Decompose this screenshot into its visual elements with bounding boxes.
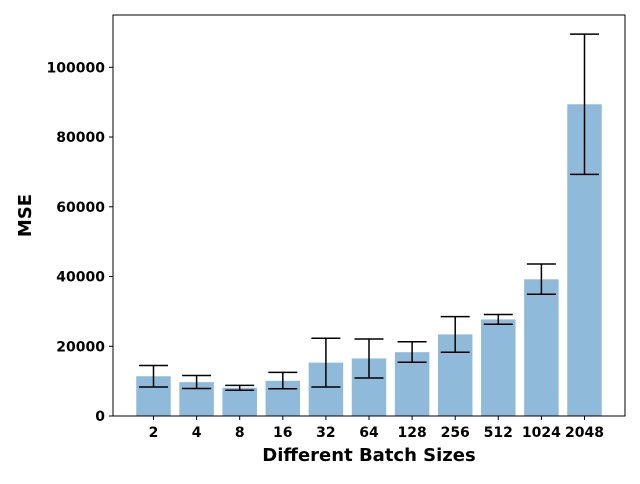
x-tick-label: 256: [441, 425, 470, 441]
x-tick-label: 16: [273, 425, 292, 441]
x-tick-label: 2048: [565, 425, 604, 441]
y-tick-label: 0: [95, 409, 105, 425]
bar-8: [222, 387, 257, 416]
error-bar-2048: [570, 33, 599, 176]
y-tick-label: 40000: [56, 270, 105, 286]
error-bar-8: [225, 384, 255, 391]
x-tick-label: 1024: [522, 425, 561, 441]
y-tick-label: 20000: [56, 339, 105, 355]
x-tick-label: 8: [235, 425, 245, 441]
bar-512: [481, 319, 516, 416]
x-axis-ticks: 2 4 8 16 32 64 128 256 512 1024 2048: [149, 416, 604, 441]
error-bar-32: [311, 337, 341, 388]
y-axis-ticks: 0 20000 40000 60000 80000 100000: [47, 60, 113, 425]
error-bar-128: [397, 340, 427, 364]
x-tick-label: 64: [359, 425, 379, 441]
x-tick-label: 512: [484, 425, 513, 441]
y-axis-title: MSE: [15, 194, 36, 237]
bar-1024: [524, 279, 559, 416]
y-tick-label: 100000: [47, 60, 106, 76]
x-tick-label: 32: [316, 425, 335, 441]
error-bar-1024: [526, 263, 556, 296]
x-axis-title: Different Batch Sizes: [262, 445, 475, 466]
error-bar-256: [440, 315, 470, 353]
error-bar-4: [182, 374, 212, 390]
y-tick-label: 60000: [56, 200, 105, 216]
error-bar-2: [139, 364, 168, 388]
error-bar-16: [268, 371, 298, 390]
error-bar-64: [354, 338, 384, 379]
error-bars-group: [139, 33, 599, 391]
error-bar-512: [483, 313, 513, 326]
x-tick-label: 4: [192, 425, 202, 441]
y-tick-label: 80000: [56, 130, 105, 146]
x-tick-label: 128: [397, 425, 426, 441]
x-tick-label: 2: [149, 425, 159, 441]
